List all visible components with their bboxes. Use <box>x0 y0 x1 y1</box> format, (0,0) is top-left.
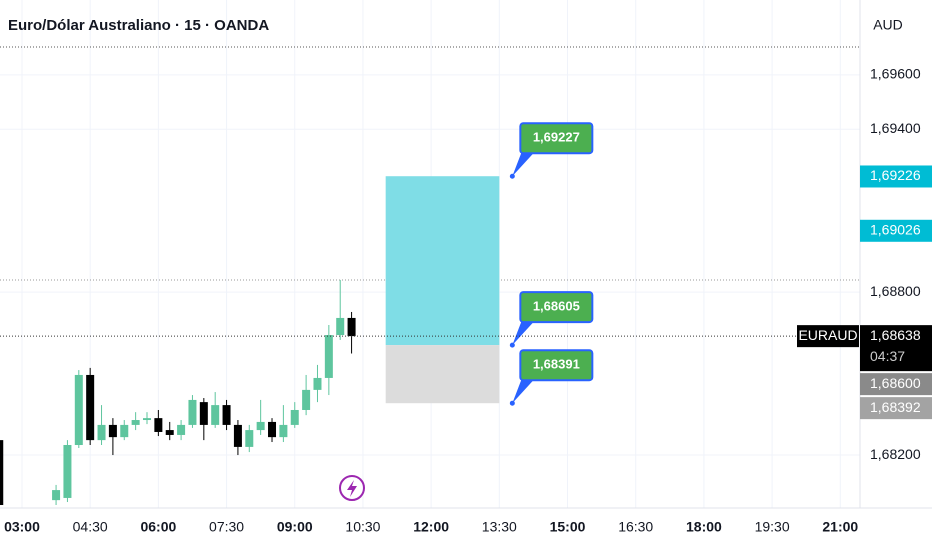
candle-body <box>0 440 4 506</box>
y-tick-label: 1,68800 <box>870 283 921 299</box>
candle-body <box>336 317 345 336</box>
candle-body <box>290 409 299 425</box>
candle-body <box>108 424 117 438</box>
x-tick-label: 04:30 <box>73 519 108 535</box>
candle-body <box>199 402 208 425</box>
x-tick-label: 10:30 <box>345 519 380 535</box>
price-badge <box>860 165 932 188</box>
price-badge-label: 1,69226 <box>870 167 921 183</box>
event-icon <box>339 475 365 501</box>
candle-body <box>142 418 151 421</box>
x-tick-label: 19:30 <box>755 519 790 535</box>
callout-box <box>519 122 594 155</box>
candle-body <box>222 405 231 425</box>
callout-box <box>519 291 594 324</box>
candle-body <box>256 421 265 431</box>
price-badge-label: 1,68638 <box>870 327 921 343</box>
price-badge-label: 1,69026 <box>870 221 921 237</box>
candle-body <box>97 424 106 441</box>
price-badge <box>860 219 932 242</box>
candle-body <box>154 418 163 432</box>
candle-body <box>63 445 72 498</box>
y-tick-label: 1,69400 <box>870 120 921 136</box>
candle-body <box>211 405 220 425</box>
callout-box <box>519 349 594 382</box>
candle-body <box>52 490 61 501</box>
callout-label: 1,68605 <box>533 299 580 314</box>
price-badge <box>860 373 932 396</box>
x-tick-label: 16:30 <box>618 519 653 535</box>
callout-anchor <box>509 400 515 406</box>
callout-label: 1,69227 <box>533 130 580 145</box>
symbol-badge <box>797 325 859 348</box>
price-badge-label: 1,68392 <box>870 399 921 415</box>
x-tick-label: 07:30 <box>209 519 244 535</box>
candle-body <box>268 421 277 438</box>
y-tick-label: 1,68200 <box>870 446 921 462</box>
candle-body <box>245 430 254 447</box>
candle-body <box>131 420 140 425</box>
countdown-label: 04:37 <box>870 348 905 364</box>
candle-body <box>120 424 129 438</box>
x-tick-label: 13:30 <box>482 519 517 535</box>
x-tick-label: 06:00 <box>140 519 176 535</box>
candle-body <box>313 377 322 390</box>
x-tick-label: 15:00 <box>550 519 586 535</box>
price-badge <box>860 397 932 420</box>
profit-zone <box>385 176 500 346</box>
callout-pointer <box>512 150 535 177</box>
candle-body <box>74 374 83 446</box>
x-tick-label: 12:00 <box>413 519 449 535</box>
candle-body <box>233 424 242 447</box>
chart-title: Euro/Dólar Australiano · 15 · OANDA <box>8 17 269 34</box>
price-badge-label: 1,68600 <box>870 375 921 391</box>
callout-pointer <box>512 319 535 346</box>
candle-body <box>188 399 197 425</box>
loss-zone <box>385 345 500 404</box>
y-tick-label: 1,69600 <box>870 66 921 82</box>
callout-pointer <box>512 377 535 404</box>
candle-body <box>279 424 288 438</box>
x-tick-label: 18:00 <box>686 519 722 535</box>
x-tick-label: 03:00 <box>4 519 40 535</box>
symbol-label: EURAUD <box>798 327 857 343</box>
currency-label: AUD <box>873 17 903 33</box>
candle-body <box>165 430 174 435</box>
candle-body <box>324 335 333 378</box>
callout-label: 1,68391 <box>533 357 580 372</box>
x-tick-label: 21:00 <box>822 519 858 535</box>
candle-body <box>177 424 186 435</box>
candle-body <box>347 317 356 337</box>
candle-body <box>86 374 95 441</box>
price-badge <box>860 325 932 372</box>
candle-body <box>302 389 311 410</box>
x-tick-label: 09:00 <box>277 519 313 535</box>
